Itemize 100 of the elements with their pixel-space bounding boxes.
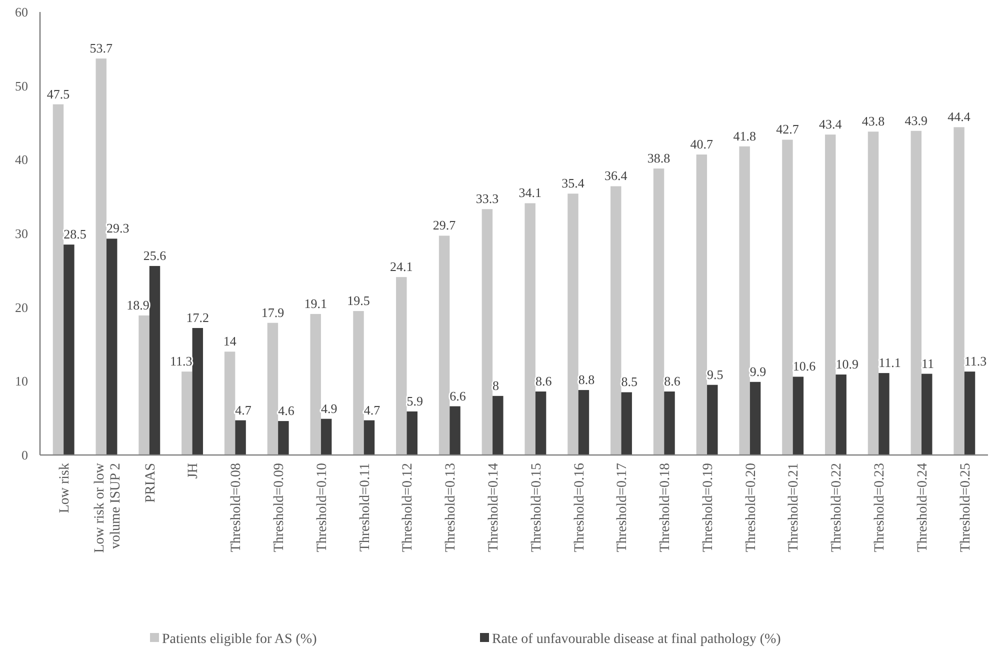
bar: [535, 392, 546, 455]
data-label: 33.3: [476, 191, 499, 206]
data-label: 43.8: [862, 114, 885, 129]
bar: [310, 314, 321, 455]
bar: [739, 146, 750, 455]
bar: [353, 311, 364, 455]
bar: [106, 238, 118, 455]
bar: [621, 392, 632, 455]
bar: [792, 376, 804, 455]
data-label: 19.1: [304, 296, 327, 311]
legend-label: Rate of unfavourable disease at final pathology (%): [492, 632, 782, 647]
bar: [450, 406, 460, 455]
bar: [524, 203, 536, 455]
data-label: 9.5: [707, 366, 724, 382]
data-label: 10.6: [792, 358, 816, 374]
x-tick-label: Threshold=0.24: [915, 463, 930, 552]
bar: [610, 186, 622, 455]
x-tick-label: Threshold=0.12: [400, 463, 416, 552]
bar: [696, 154, 708, 455]
data-label: 40.7: [690, 136, 714, 152]
bar: [922, 374, 932, 455]
bar: [964, 372, 976, 455]
y-tick-label: 50: [15, 78, 28, 94]
data-label: 44.4: [948, 109, 971, 124]
data-label: 8.5: [621, 374, 638, 390]
data-label: 11: [922, 356, 934, 371]
bar: [824, 134, 836, 455]
bar: [364, 420, 375, 455]
x-tick-label: Threshold=0.20: [744, 463, 759, 552]
y-tick-label: 30: [15, 226, 28, 242]
y-tick-label: 0: [22, 448, 28, 463]
data-label: 11.3: [964, 354, 987, 369]
x-tick-label: JH: [186, 463, 202, 479]
data-label: 4.7: [364, 402, 381, 418]
data-label: 53.7: [90, 40, 113, 56]
data-label: 28.5: [64, 226, 86, 242]
x-tick-label: Threshold=0.19: [700, 463, 716, 552]
bar: [267, 322, 278, 455]
data-label: 35.4: [562, 176, 585, 191]
x-tick-label: Threshold=0.22: [830, 463, 845, 552]
bar: [278, 421, 289, 455]
x-tick-label: Threshold=0.13: [444, 463, 459, 552]
data-label: 4.7: [235, 402, 252, 418]
x-tick-label: Threshold=0.23: [872, 463, 888, 552]
bar: [438, 236, 450, 455]
y-tick-label: 60: [15, 4, 28, 20]
x-tick-label: Threshold=0.21: [786, 463, 802, 552]
bar: [578, 390, 590, 455]
data-label: 47.5: [46, 86, 70, 102]
bar: [707, 384, 718, 455]
bar: [836, 374, 846, 455]
data-label: 25.6: [143, 248, 167, 263]
bar: [568, 194, 578, 455]
bar: [320, 418, 332, 455]
bar: [96, 58, 106, 455]
data-label: 19.5: [347, 293, 370, 308]
x-tick-label: Threshold=0.16: [572, 463, 588, 552]
x-tick-label: Threshold=0.09: [272, 463, 287, 552]
data-label: 34.1: [518, 185, 542, 200]
data-label: 29.7: [432, 218, 456, 233]
bar: [182, 372, 192, 455]
data-label: 36.4: [604, 168, 628, 184]
data-label: 42.7: [776, 122, 800, 137]
bar: [138, 315, 150, 455]
data-label: 17.2: [186, 310, 210, 326]
data-label: 29.3: [106, 220, 130, 236]
bar: [750, 382, 761, 455]
x-tick-label: Threshold=0.18: [658, 463, 674, 552]
bar: [52, 104, 64, 455]
data-label: 5.9: [406, 393, 424, 408]
bar: [149, 266, 160, 455]
y-tick-label: 20: [15, 300, 28, 315]
x-tick-label: Threshold=0.08: [229, 463, 244, 552]
bar: [782, 140, 793, 455]
bar: [224, 352, 236, 455]
data-label: 9.9: [750, 364, 766, 379]
bar: [492, 396, 504, 455]
data-label: 43.9: [904, 112, 928, 128]
data-label: 11.3: [170, 354, 192, 369]
data-label: 4.6: [278, 403, 295, 418]
bar: [954, 127, 964, 455]
x-tick-label: Threshold=0.11: [358, 463, 373, 552]
data-label: 8: [492, 378, 500, 393]
data-label: 8.6: [664, 374, 681, 389]
bar: [406, 411, 418, 455]
y-tick-label: 10: [15, 374, 28, 389]
y-tick-label: 40: [15, 152, 28, 168]
data-label: 41.8: [733, 128, 756, 144]
bar: [910, 130, 922, 455]
x-tick-label: Low risk: [57, 463, 72, 514]
x-tick-label: Low risk or low volume ISUP 2: [92, 462, 124, 553]
x-tick-label: Threshold=0.17: [615, 463, 630, 552]
bar: [868, 132, 879, 455]
data-label: 24.1: [390, 259, 413, 274]
data-label: 14: [223, 334, 237, 349]
data-label: 18.9: [126, 297, 150, 312]
data-label: 38.8: [647, 150, 670, 166]
bar: [64, 244, 74, 455]
bar: [235, 420, 246, 455]
bar: [192, 328, 204, 455]
